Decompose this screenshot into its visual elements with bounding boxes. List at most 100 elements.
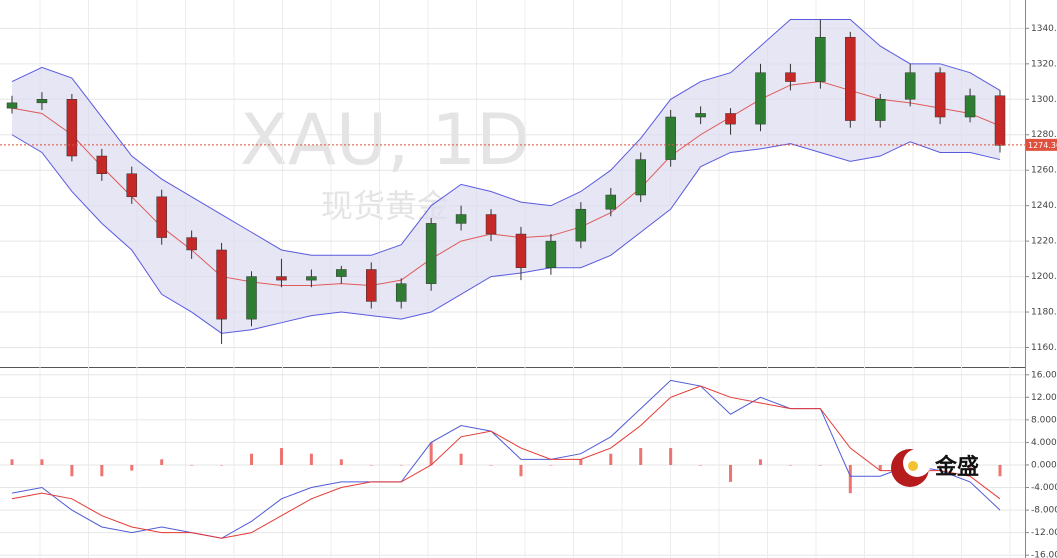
candle-body: [575, 208, 587, 242]
histogram-bar: [669, 448, 673, 465]
histogram-bar: [10, 459, 14, 465]
candle-body: [755, 72, 766, 125]
histogram-bar: [130, 464, 134, 471]
candle-body: [276, 276, 287, 281]
candle-body: [246, 276, 257, 320]
candle-body: [6, 102, 18, 109]
histogram-bar: [639, 448, 643, 465]
histogram-bar: [818, 464, 822, 466]
watermark-title: XAU, 1D: [240, 99, 530, 181]
band-lower: [11, 134, 1001, 334]
candle-body: [156, 196, 167, 238]
histogram-bar: [190, 464, 194, 466]
band-middle: [11, 81, 1001, 286]
indicator-line: [11, 385, 1001, 539]
candle-body: [485, 214, 497, 235]
candle-body: [695, 113, 706, 118]
histogram-bar: [309, 453, 313, 465]
candle-body: [66, 99, 78, 157]
logo-text: 金盛: [934, 454, 979, 480]
band-fill: [12, 19, 1000, 334]
candle-body: [934, 72, 946, 118]
candle-body: [874, 99, 886, 121]
histogram-bar: [429, 442, 433, 465]
logo-mark: [908, 461, 918, 471]
candle-body: [96, 155, 108, 174]
candle-body: [665, 116, 676, 160]
y-tick-label: 1280.0: [1031, 130, 1057, 140]
histogram-bar: [998, 464, 1002, 477]
indicator-line: [11, 379, 1001, 539]
candle-body: [306, 276, 317, 281]
histogram-bar: [938, 464, 942, 466]
histogram-bar: [369, 464, 373, 466]
candle-body: [964, 95, 976, 118]
histogram-bar: [100, 464, 104, 477]
histogram-bar: [399, 464, 403, 466]
candle-body: [216, 249, 227, 320]
histogram-bar: [489, 464, 493, 466]
candle-body: [455, 214, 467, 224]
candle-body: [126, 173, 138, 198]
histogram-bar: [250, 453, 254, 465]
histogram-bar: [848, 464, 852, 494]
histogram-bar: [220, 464, 224, 466]
candle-body: [366, 269, 377, 302]
histogram-bar: [788, 464, 792, 466]
candle-body: [845, 36, 856, 121]
y-tick-label: 1180.0: [1031, 308, 1057, 318]
histogram-bar: [549, 464, 553, 466]
candle-body: [36, 99, 48, 104]
y-tick-label: 1240.0: [1031, 201, 1057, 211]
last-price-label: 1274.30: [1028, 141, 1057, 150]
histogram-bar: [579, 459, 583, 465]
logo: 金盛: [891, 449, 979, 487]
histogram-bar: [70, 464, 74, 477]
histogram-bar: [519, 464, 523, 477]
histogram-bar: [40, 459, 44, 465]
candle-body: [605, 194, 617, 210]
candle-body: [186, 237, 197, 251]
y-tick-label: 1160.0: [1031, 343, 1057, 353]
histogram-bar: [968, 464, 972, 471]
y-tick-label: 1200.0: [1031, 272, 1057, 282]
histogram-bar: [758, 459, 762, 465]
candle-body: [336, 269, 347, 277]
candle-body: [904, 72, 916, 100]
last-price-box: [1026, 138, 1057, 151]
candle-body: [725, 113, 736, 125]
candle-body: [815, 36, 826, 82]
candle-body: [994, 95, 1006, 146]
histogram-bar: [339, 459, 343, 465]
candle-body: [635, 159, 646, 196]
histogram-bar: [279, 448, 283, 465]
histogram-bar: [729, 464, 733, 482]
y-tick-label: 1300.0: [1031, 95, 1057, 105]
candle-body: [395, 283, 407, 302]
candle-body: [515, 233, 527, 268]
y-tick-label: 1320.0: [1031, 59, 1057, 69]
y-tick-label: 1260.0: [1031, 166, 1057, 176]
y-tick-label: 1220.0: [1031, 237, 1057, 247]
histogram-bar: [609, 453, 613, 465]
candle-body: [785, 72, 796, 82]
y-tick-label: 1340.0: [1031, 24, 1057, 34]
candle-body: [425, 223, 437, 284]
candle-body: [545, 240, 557, 268]
histogram-bar: [160, 459, 164, 465]
histogram-bar: [699, 464, 703, 466]
histogram-bar: [878, 464, 882, 471]
histogram-bar: [459, 453, 463, 465]
band-upper: [11, 19, 1001, 256]
